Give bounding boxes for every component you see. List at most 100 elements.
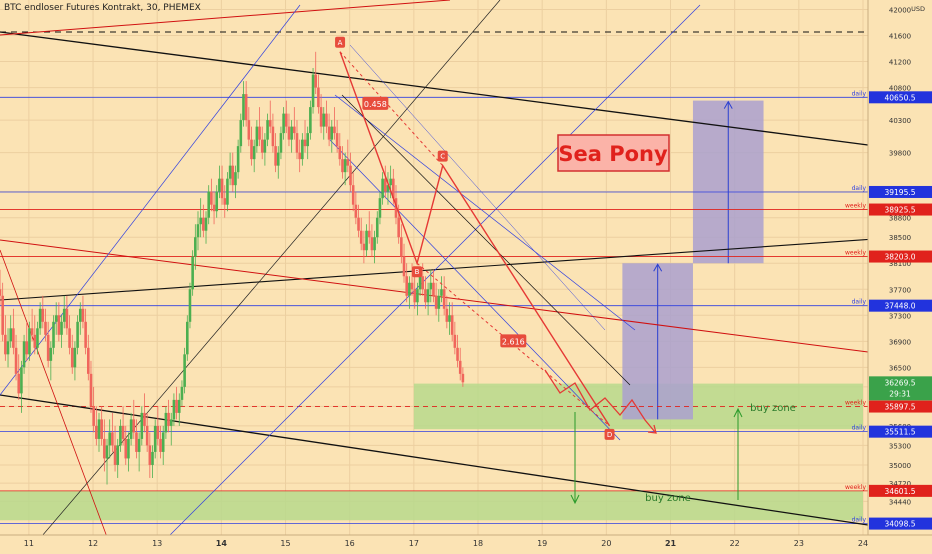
pattern-point-label: A [338, 39, 343, 47]
time-tick-label: 18 [473, 539, 483, 548]
pattern-point-box [604, 428, 615, 440]
candle-body [70, 347, 74, 368]
candle-body [362, 243, 366, 251]
candle-body [234, 172, 237, 186]
candle-body [194, 237, 197, 257]
candle-body [295, 133, 299, 153]
pattern-legs [339, 51, 611, 427]
time-tick-label: 21 [665, 539, 677, 548]
candle-body [279, 133, 283, 153]
candle-body [89, 373, 93, 407]
candle-body [258, 126, 261, 140]
candle-body [397, 217, 400, 238]
candle-body [210, 191, 213, 205]
candle-body [121, 425, 125, 439]
candle-body [95, 425, 98, 439]
candle-body [223, 198, 227, 205]
candle-body [111, 432, 114, 446]
candle-body [76, 321, 79, 348]
price-tick-label: 38800 [889, 215, 911, 223]
black-channel [341, 94, 631, 386]
candle-body [440, 289, 443, 296]
candle-body [137, 438, 141, 452]
level-badge [869, 250, 932, 263]
candle-body [177, 399, 181, 413]
candle-body [236, 146, 240, 173]
candle-body [175, 399, 178, 413]
candle-body [161, 432, 165, 452]
candle-body [370, 237, 374, 251]
candle-body [9, 328, 13, 342]
current-price-label: 36269.5 [884, 378, 915, 387]
candle-body [434, 295, 438, 309]
price-tick-label: 40300 [889, 117, 911, 125]
candle-body [341, 159, 344, 173]
level-badge-label: 35511.5 [884, 428, 915, 437]
candle-body [28, 328, 31, 355]
candle-body [247, 120, 251, 140]
candle-body [405, 276, 408, 296]
candle-body [60, 321, 63, 335]
level-tag: weekly [845, 400, 866, 407]
time-tick-label: 17 [409, 539, 419, 548]
buy-zone-label: buy zone [750, 403, 796, 414]
candle-body [426, 289, 430, 303]
candle-body [119, 425, 122, 446]
candle-body [127, 438, 130, 459]
candle-body [145, 425, 149, 446]
chart-labels: buy zone buy zone Sea Pony [557, 134, 796, 504]
candle-body [381, 178, 384, 199]
candle-body [33, 334, 37, 348]
pattern-retrace-ac [339, 51, 444, 166]
level-tag: weekly [845, 203, 866, 210]
candle-body [309, 107, 312, 134]
annotation-text: Sea Pony [558, 142, 668, 166]
level-badge [869, 425, 932, 438]
candle-body [359, 230, 363, 244]
candle-body [461, 373, 465, 383]
candle-body [282, 113, 285, 134]
candle-body [113, 445, 117, 465]
price-tick-label: 36900 [889, 338, 911, 346]
price-tick-label: 34440 [889, 498, 911, 506]
time-tick-label: 16 [345, 539, 355, 548]
candle-body [276, 152, 280, 166]
candle-body [12, 328, 15, 348]
candle-body [65, 308, 69, 329]
candle-body [196, 224, 200, 238]
candle-body [207, 191, 210, 218]
candle-body [349, 165, 352, 186]
candle-body [228, 165, 232, 179]
candle-body [151, 451, 154, 465]
candle-body [421, 276, 425, 290]
candle-body [448, 315, 451, 322]
level-tag: daily [852, 90, 867, 97]
level-badge [869, 185, 932, 198]
candle-body [226, 178, 229, 205]
candle-body [188, 289, 192, 322]
candle-body [169, 419, 173, 426]
candle-body [386, 185, 390, 192]
candle-body [408, 282, 411, 296]
candle-body [143, 412, 146, 426]
price-tick-label: 38500 [889, 234, 911, 242]
candle-body [456, 347, 459, 361]
candle-body [140, 412, 144, 439]
time-tick-label: 24 [858, 539, 868, 548]
candle-body [290, 126, 293, 140]
candle-body [92, 406, 95, 426]
level-badge [869, 400, 932, 413]
candle-body [375, 217, 379, 238]
red-left-line [0, 249, 111, 546]
candle-body [108, 432, 112, 446]
candle-body [185, 321, 189, 355]
candle-body [354, 204, 358, 218]
candle-body [437, 295, 441, 309]
price-tick-label: 34720 [889, 480, 911, 488]
candle-body [191, 256, 194, 290]
currency-label: USD [911, 5, 925, 13]
price-axis: USD3444034720350003530035600359003620036… [867, 0, 932, 550]
candle-body [351, 185, 355, 205]
